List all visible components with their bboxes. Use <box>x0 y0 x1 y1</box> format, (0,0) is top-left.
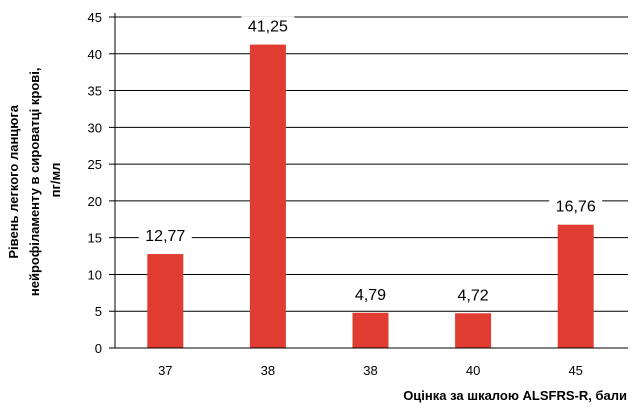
y-axis-ticks: 0 5 10 15 20 25 30 35 40 45 <box>88 10 102 356</box>
y-tick-label: 35 <box>88 84 102 99</box>
data-label: 12,77 <box>145 228 185 245</box>
x-axis-title: Оцінка за шкалою ALSFRS-R, бали <box>403 388 627 403</box>
data-label-background <box>348 284 393 305</box>
data-label-background <box>138 226 192 247</box>
y-tick-label: 20 <box>88 194 102 209</box>
y-tick-label: 45 <box>88 10 102 25</box>
data-label: 4,72 <box>458 287 489 304</box>
bar <box>455 313 492 348</box>
y-tick-label: 10 <box>88 267 102 282</box>
y-tick-label: 30 <box>88 120 102 135</box>
data-label: 4,79 <box>355 287 386 304</box>
x-axis-ticks: 37 38 38 40 45 <box>158 363 583 378</box>
y-tick-label: 40 <box>88 47 102 62</box>
data-label: 16,76 <box>556 199 596 216</box>
data-label: 41,25 <box>248 19 288 36</box>
data-label-background <box>451 285 496 306</box>
data-label-background <box>549 196 603 217</box>
y-tick-label: 25 <box>88 157 102 172</box>
y-tick-label: 0 <box>95 341 102 356</box>
y-tick-label: 5 <box>95 304 102 319</box>
y-axis-title-line-3: пг/мл <box>48 163 63 198</box>
data-labels: 12,77 41,25 4,79 4,72 16,76 <box>138 16 603 306</box>
x-tick-label: 38 <box>261 363 275 378</box>
bars <box>147 44 594 348</box>
gridlines <box>109 16 628 349</box>
y-axis-title-line-2: нейрофіламенту в сироватці крові, <box>27 68 42 297</box>
y-axis-title-line-1: Рівень легкого ланцюга <box>6 104 21 258</box>
x-tick-label: 45 <box>568 363 582 378</box>
x-tick-label: 40 <box>466 363 480 378</box>
bar <box>557 224 594 348</box>
data-label-background <box>241 16 295 37</box>
bar <box>249 44 286 348</box>
y-tick-label: 15 <box>88 231 102 246</box>
bar <box>147 254 184 348</box>
bar <box>352 312 389 348</box>
x-tick-label: 37 <box>158 363 172 378</box>
x-tick-label: 38 <box>363 363 377 378</box>
y-axis-title: Рівень легкого ланцюга нейрофіламенту в … <box>6 64 63 296</box>
